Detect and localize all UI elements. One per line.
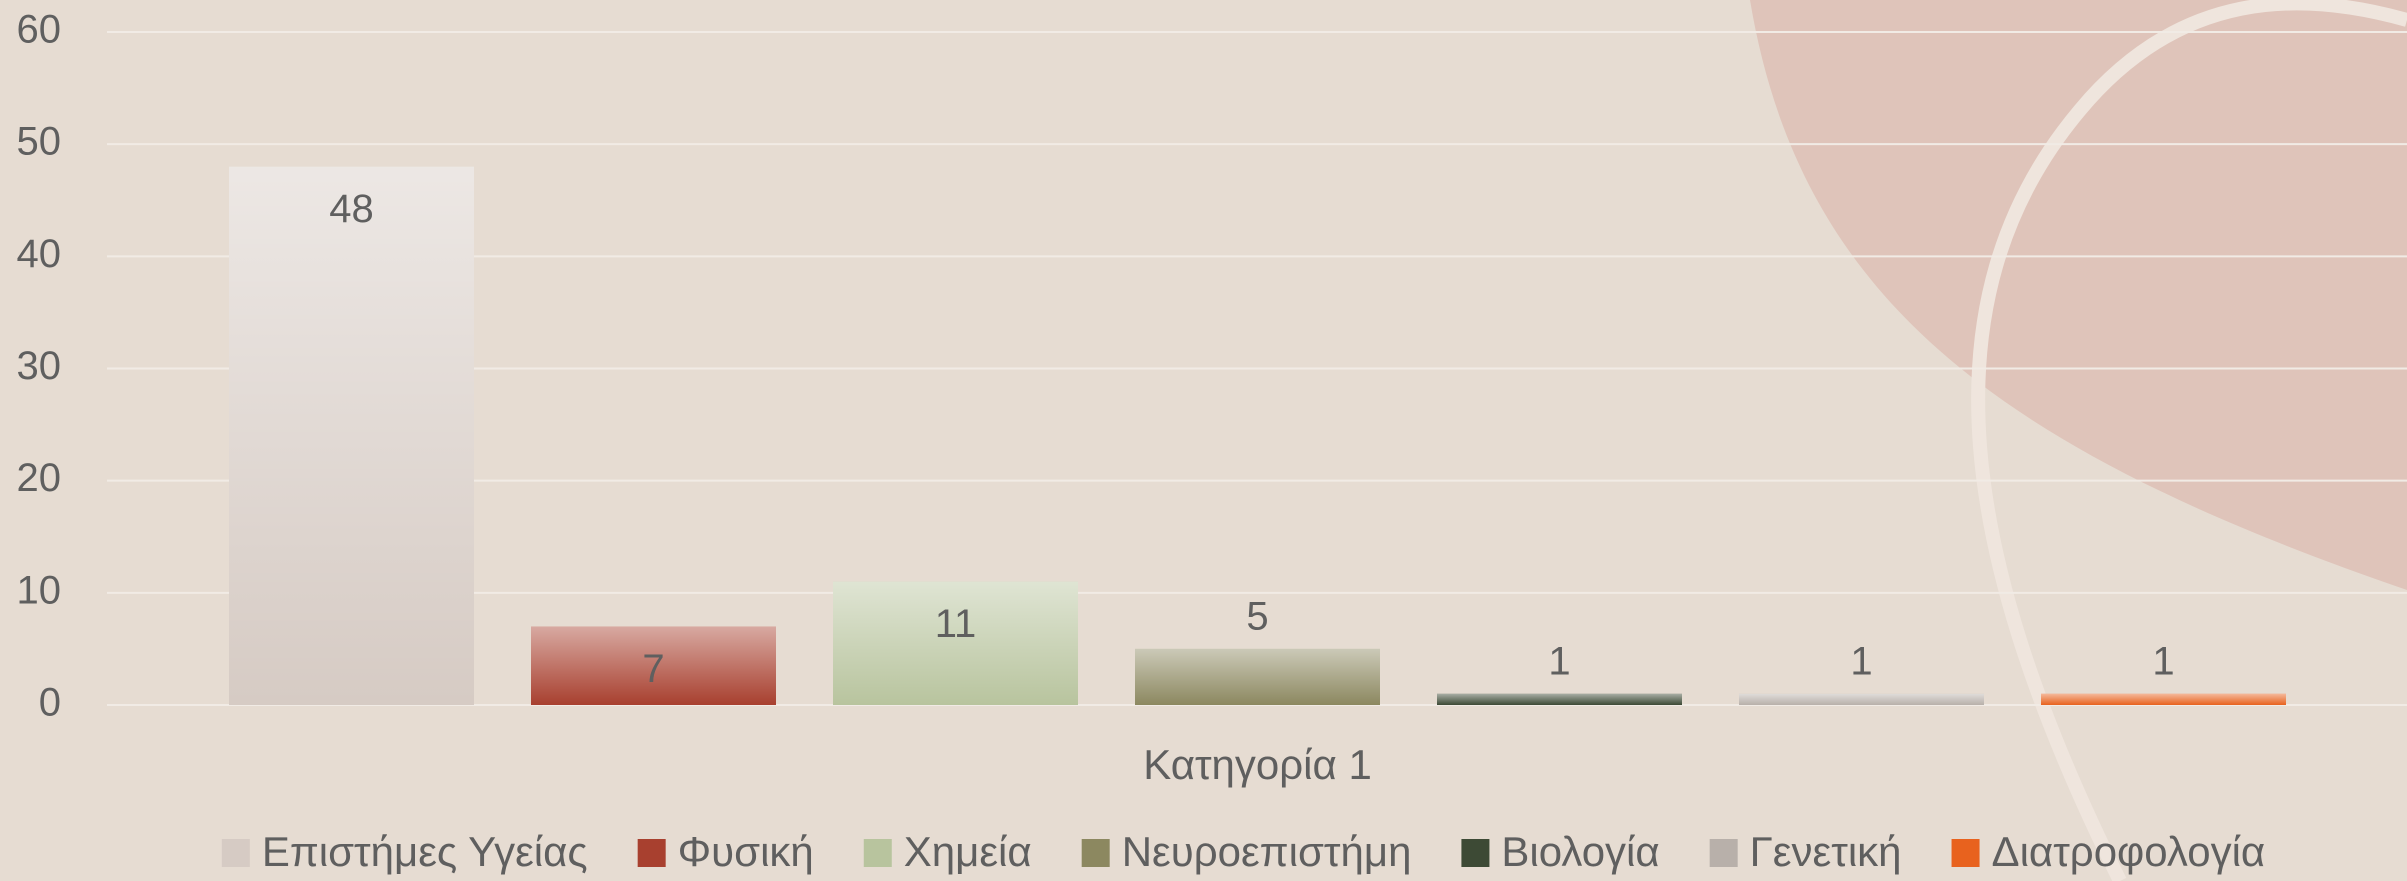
- legend-marker: [221, 839, 250, 867]
- bar-sheen: [833, 581, 1078, 705]
- y-tick-label: 0: [39, 681, 61, 725]
- legend-label: Διατροφολογία: [1992, 828, 2266, 875]
- y-tick-label: 30: [17, 344, 62, 388]
- bar-sheen: [2041, 693, 2286, 705]
- background-shape: [1750, 0, 2407, 590]
- y-tick-label: 40: [17, 232, 62, 276]
- legend-label: Βιολογία: [1501, 828, 1659, 875]
- bar-sheen: [229, 166, 474, 706]
- background-curve: [1971, 0, 2407, 881]
- y-tick-label: 50: [17, 120, 62, 164]
- legend-marker: [1081, 839, 1110, 867]
- y-tick-label: 10: [17, 568, 62, 612]
- data-label: 11: [935, 602, 977, 646]
- bar-sheen: [1437, 693, 1682, 705]
- data-label: 1: [2152, 639, 2174, 683]
- bar-sheen: [531, 626, 776, 705]
- y-tick-label: 60: [17, 8, 62, 52]
- bar-sheen: [1739, 693, 1984, 705]
- legend-label: Γενετική: [1750, 828, 1902, 875]
- y-tick-label: 20: [17, 456, 62, 500]
- legend-label: Επιστήμες Υγείας: [262, 828, 588, 875]
- legend-label: Χημεία: [904, 828, 1032, 875]
- legend-label: Φυσική: [678, 828, 814, 875]
- legend-marker: [863, 839, 892, 867]
- data-label: 5: [1246, 594, 1268, 638]
- legend-label: Νευροεπιστήμη: [1122, 828, 1412, 875]
- legend-marker: [637, 839, 666, 867]
- legend: Επιστήμες Υγείας Φυσική Χημεία Νευροεπιστήμ…: [221, 828, 2266, 875]
- legend-marker: [1709, 839, 1738, 867]
- legend-marker: [1461, 839, 1490, 867]
- data-label: 7: [642, 647, 664, 691]
- data-label: 1: [1850, 639, 1872, 683]
- legend-marker: [1951, 839, 1980, 867]
- data-label: 48: [329, 187, 374, 231]
- bar-sheen: [1135, 648, 1380, 705]
- data-label: 1: [1548, 639, 1570, 683]
- x-tick-label: Κατηγορία 1: [1143, 741, 1372, 788]
